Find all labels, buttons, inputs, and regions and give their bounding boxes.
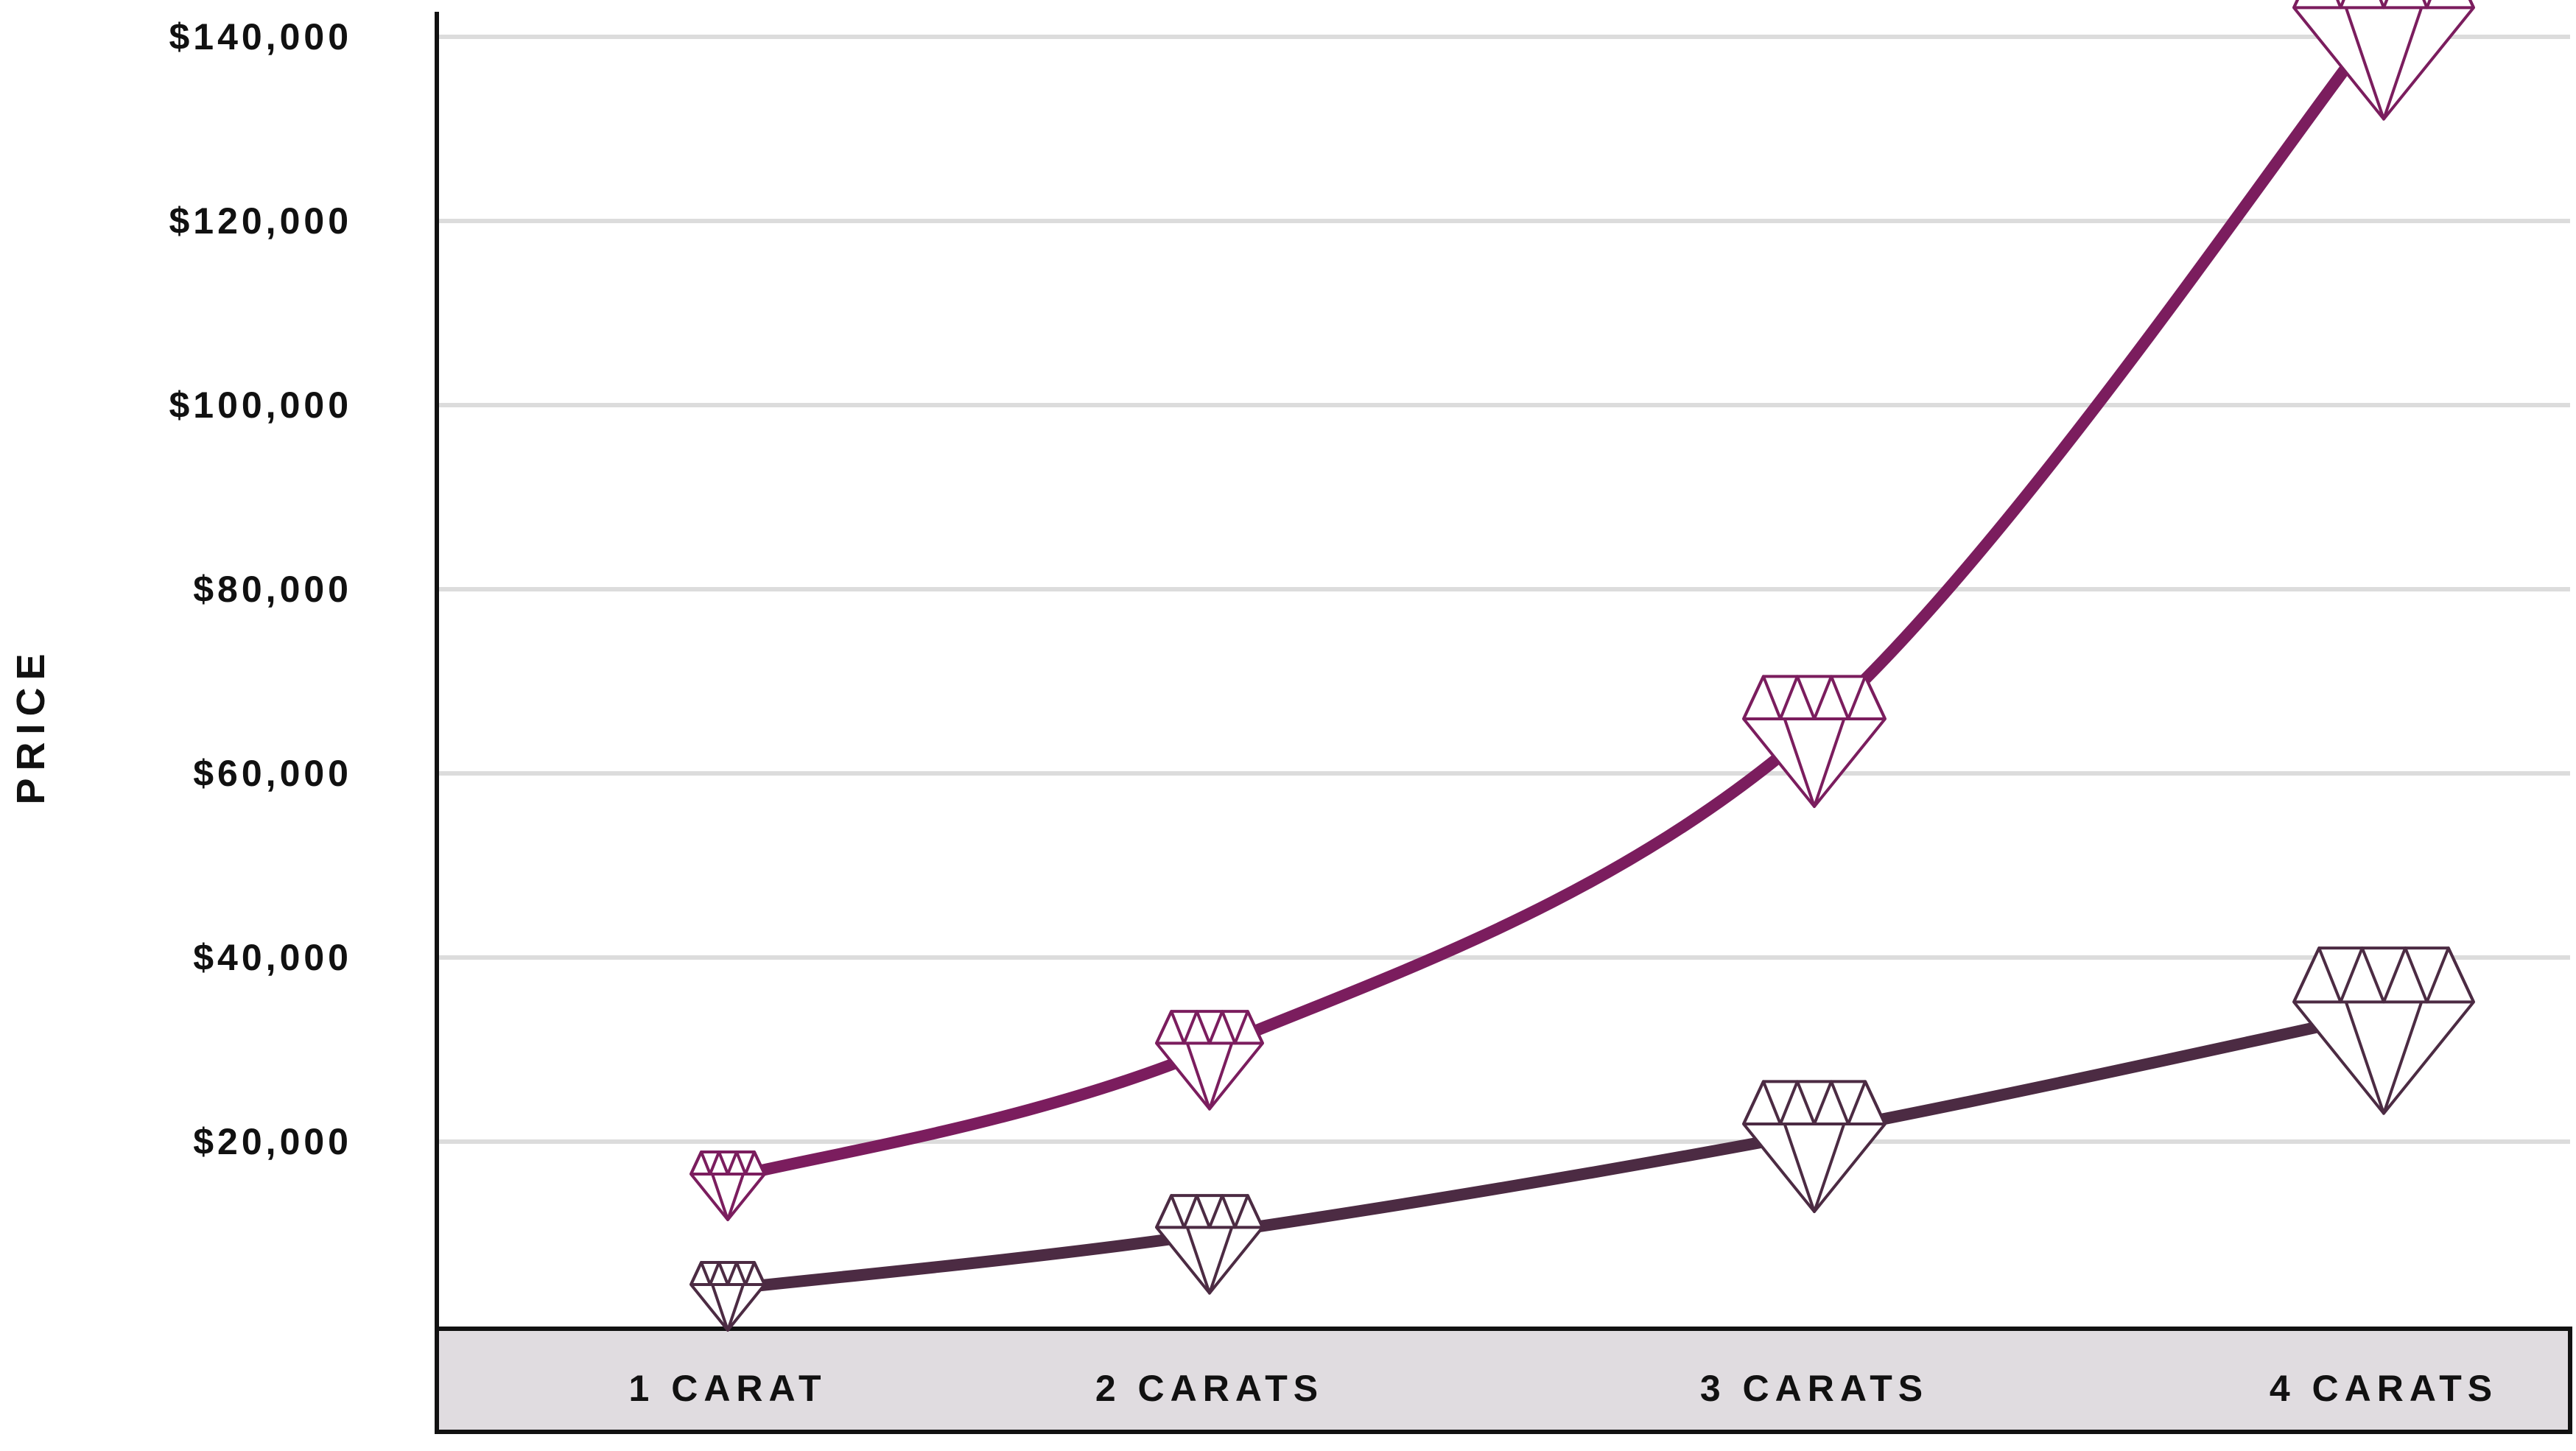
x-category-label: 1 CARAT <box>629 1368 827 1409</box>
y-tick-label: $140,000 <box>169 16 352 57</box>
diamond-markers <box>689 0 2475 1332</box>
y-tick-labels: $20,000 $40,000 $60,000 $80,000 $100,000 $120… <box>169 16 352 1162</box>
x-category-labels: 1 CARAT 2 CARATS 3 CARATS 4 CARATS <box>629 1368 2498 1409</box>
series-line-1 <box>722 13 2390 1184</box>
diamond-icon <box>1742 1080 1887 1214</box>
diamond-icon <box>1155 1010 1264 1111</box>
series-lines <box>722 13 2390 1295</box>
y-tick-label: $20,000 <box>193 1121 352 1162</box>
y-tick-label: $40,000 <box>193 937 352 978</box>
y-tick-label: $80,000 <box>193 569 352 610</box>
x-category-label: 3 CARATS <box>1700 1368 1929 1409</box>
diamond-icon <box>689 1261 766 1332</box>
y-tick-label: $100,000 <box>169 384 352 426</box>
y-tick-label: $120,000 <box>169 200 352 242</box>
gridlines <box>437 35 2570 1144</box>
diamond-icon <box>1155 1194 1264 1295</box>
diamond-icon <box>1742 675 1887 809</box>
x-category-label: 2 CARATS <box>1095 1368 1324 1409</box>
diamond-icon <box>689 1150 766 1221</box>
y-tick-label: $60,000 <box>193 753 352 794</box>
y-axis-title: PRICE <box>9 646 53 804</box>
diamond-icon <box>2292 946 2475 1115</box>
series-line-2 <box>722 1007 2390 1295</box>
x-category-label: 4 CARATS <box>2270 1368 2498 1409</box>
diamond-icon <box>2292 0 2475 121</box>
